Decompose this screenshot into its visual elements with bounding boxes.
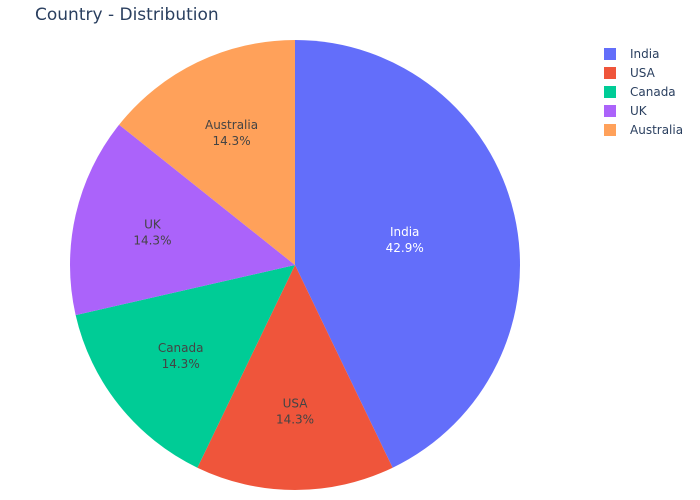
legend-label: UK	[630, 104, 648, 118]
pie-slice-india[interactable]	[295, 40, 520, 468]
pie-slice-usa[interactable]	[197, 265, 393, 490]
slice-category-label: Canada	[158, 341, 204, 355]
slice-percent-label: 14.3%	[276, 412, 314, 426]
legend: India USA Canada UK Australia	[604, 47, 683, 137]
pie-slices	[70, 40, 520, 490]
slice-percent-label: 14.3%	[212, 134, 250, 148]
legend-item-usa[interactable]: USA	[604, 66, 656, 80]
legend-swatch	[604, 105, 616, 117]
pie-slice-canada[interactable]	[75, 265, 295, 468]
legend-swatch	[604, 86, 616, 98]
legend-swatch	[604, 124, 616, 136]
slice-category-label: India	[390, 225, 419, 239]
legend-label: USA	[630, 66, 656, 80]
legend-item-canada[interactable]: Canada	[604, 85, 676, 99]
slice-label-india: India 42.9%	[386, 225, 424, 255]
pie-slice-labels: India 42.9%USA 14.3%Canada 14.3%UK 14.3%Aust…	[133, 118, 423, 426]
legend-item-australia[interactable]: Australia	[604, 123, 683, 137]
slice-percent-label: 14.3%	[162, 357, 200, 371]
legend-swatch	[604, 48, 616, 60]
slice-label-usa: USA 14.3%	[276, 396, 314, 426]
slice-label-canada: Canada 14.3%	[158, 341, 204, 371]
legend-swatch	[604, 67, 616, 79]
slice-percent-label: 42.9%	[386, 241, 424, 255]
legend-label: India	[630, 47, 659, 61]
legend-item-india[interactable]: India	[604, 47, 659, 61]
legend-label: Australia	[630, 123, 683, 137]
chart-title: Country - Distribution	[35, 5, 219, 25]
slice-label-australia: Australia 14.3%	[205, 118, 258, 148]
slice-label-uk: UK 14.3%	[133, 217, 171, 247]
slice-percent-label: 14.3%	[133, 233, 171, 247]
legend-item-uk[interactable]: UK	[604, 104, 648, 118]
legend-label: Canada	[630, 85, 676, 99]
slice-category-label: UK	[144, 217, 162, 231]
pie-slice-uk[interactable]	[70, 124, 296, 316]
pie-slice-australia[interactable]	[119, 40, 295, 265]
slice-category-label: Australia	[205, 118, 258, 132]
slice-category-label: USA	[283, 396, 309, 410]
